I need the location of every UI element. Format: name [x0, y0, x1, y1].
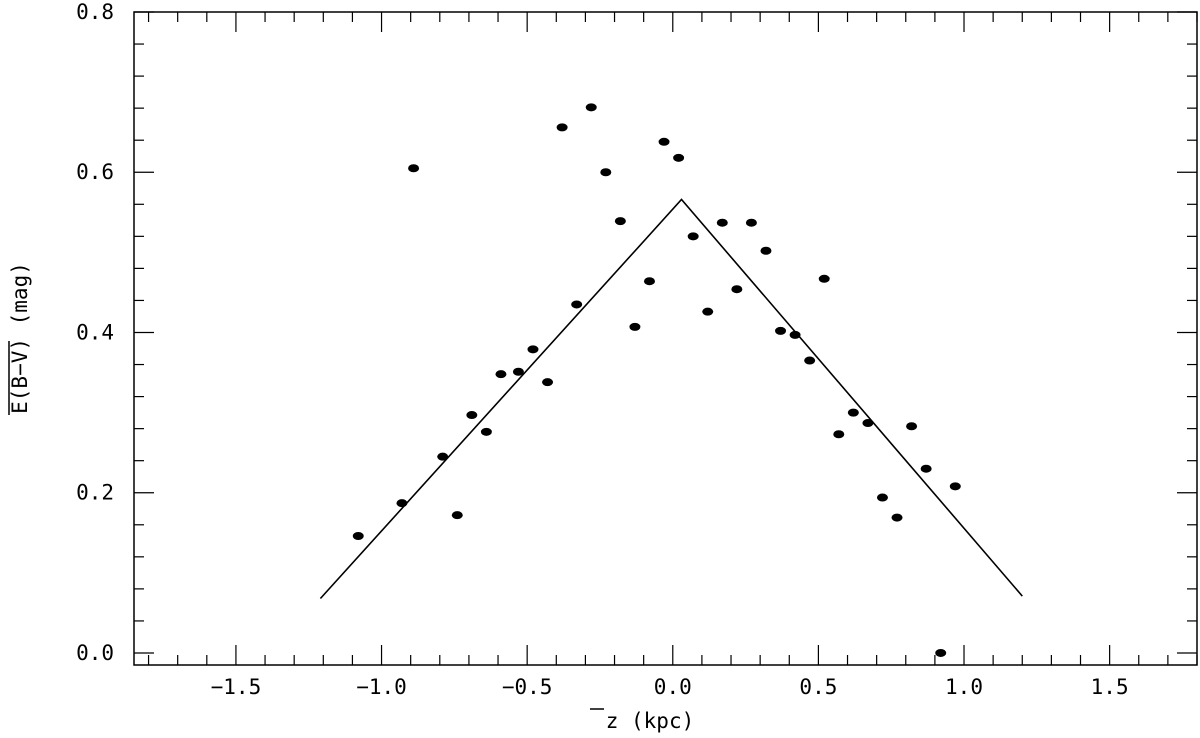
data-point	[716, 218, 728, 227]
data-point	[818, 274, 830, 283]
data-point	[745, 218, 757, 227]
x-tick-label: 0.0	[654, 675, 692, 699]
axis-ticks	[134, 11, 1198, 665]
fit-line-path	[319, 198, 1023, 600]
data-point	[556, 123, 568, 132]
data-point	[658, 137, 670, 146]
data-point	[451, 511, 463, 520]
data-point	[495, 370, 507, 379]
data-point	[935, 648, 947, 657]
x-tick-label: −0.5	[502, 675, 553, 699]
data-point	[673, 153, 685, 162]
y-tick-label: 0.2	[76, 481, 114, 505]
y-tick-label: 0.0	[76, 641, 114, 665]
data-point	[920, 464, 932, 473]
data-point	[687, 232, 699, 241]
data-point	[862, 419, 874, 428]
data-point	[876, 493, 888, 502]
y-tick-label: 0.4	[76, 320, 114, 344]
plot-frame	[133, 11, 1198, 666]
data-point	[614, 217, 626, 226]
data-point	[833, 430, 845, 439]
data-point	[949, 482, 961, 491]
data-point	[847, 408, 859, 417]
data-point	[643, 277, 655, 286]
fit-line	[319, 198, 1023, 600]
data-point	[408, 164, 420, 173]
y-tick-label: 0.6	[76, 160, 114, 184]
y-tick-labels: 0.0 0.2 0.4 0.6 0.8	[76, 0, 114, 665]
data-point	[571, 300, 583, 309]
data-point	[352, 532, 364, 541]
x-tick-label: 1.5	[1091, 675, 1129, 699]
x-tick-label: 1.0	[945, 675, 983, 699]
x-tick-label: 0.5	[799, 675, 837, 699]
data-point	[906, 422, 918, 431]
data-point	[731, 285, 743, 294]
data-point	[629, 322, 641, 331]
data-point	[480, 427, 492, 436]
y-axis-label: E(B−V) (mag)	[8, 262, 32, 415]
data-point	[527, 345, 539, 354]
data-point	[775, 326, 787, 335]
data-point	[585, 103, 597, 112]
data-point	[512, 367, 524, 376]
x-axis-label-text: z (kpc)	[606, 709, 695, 733]
x-axis-label: z (kpc)	[590, 708, 695, 733]
y-tick-label: 0.8	[76, 0, 114, 24]
data-point	[396, 499, 408, 508]
data-point	[760, 246, 772, 255]
data-point	[466, 411, 478, 420]
y-axis-label-text: E(B−V) (mag)	[8, 262, 32, 414]
data-point	[542, 378, 554, 387]
data-point	[702, 307, 714, 316]
x-tick-labels: −1.5 −1.0 −0.5 0.0 0.5 1.0 1.5	[211, 675, 1129, 699]
data-point	[891, 513, 903, 522]
data-point	[789, 330, 801, 339]
data-point	[804, 356, 816, 365]
x-tick-label: −1.0	[356, 675, 407, 699]
data-point	[600, 168, 612, 177]
data-point	[437, 452, 449, 461]
x-tick-label: −1.5	[211, 675, 262, 699]
data-points	[352, 103, 961, 657]
